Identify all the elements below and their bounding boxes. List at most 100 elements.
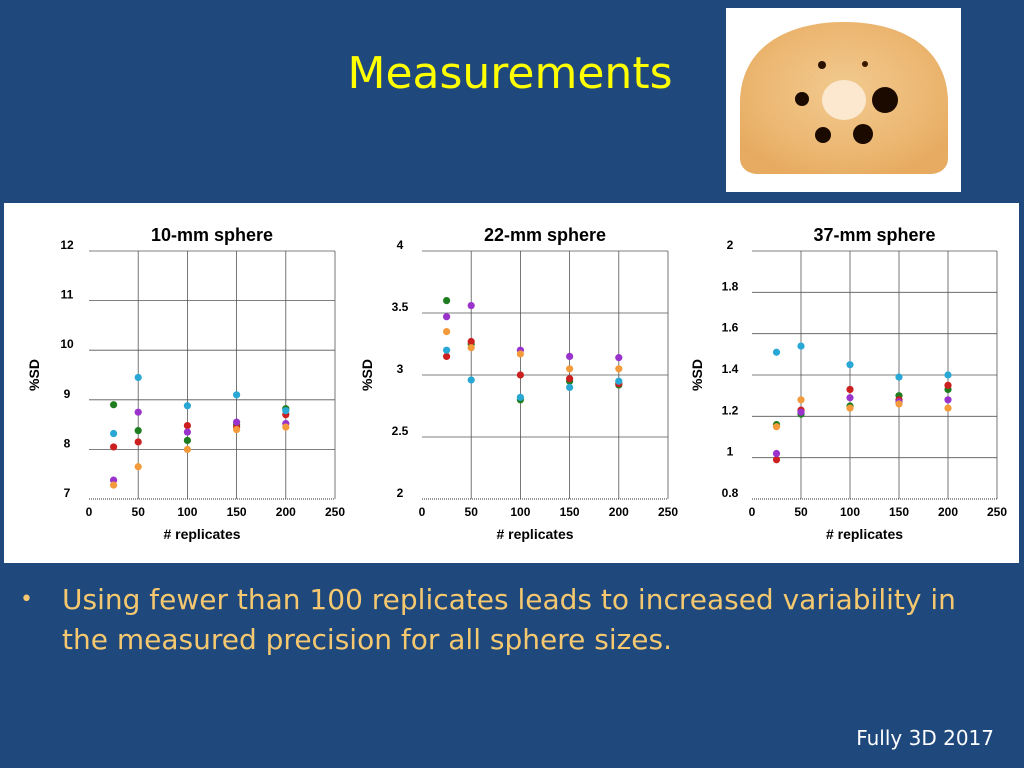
x-tick-label: 50 [794, 505, 808, 519]
slide-title: Measurements [347, 48, 673, 99]
data-point [134, 463, 142, 471]
y-tick-label: 4 [397, 238, 404, 252]
data-point [846, 385, 854, 394]
data-point [443, 346, 451, 354]
data-point [183, 445, 191, 453]
data-point [134, 438, 142, 446]
data-point [566, 365, 574, 373]
data-point [772, 423, 781, 431]
chart-3: 37-mm sphere 0.8 1 1.2 1.4 1.6 1.8 2 0 50 100 150 20… [689, 225, 1007, 542]
data-point [110, 476, 118, 484]
data-point [467, 337, 475, 346]
data-point [282, 423, 290, 431]
y-tick-label: 2.5 [392, 424, 409, 438]
data-point [895, 373, 903, 381]
x-axis-label: # replicates [826, 526, 903, 542]
data-point [846, 394, 854, 402]
y-tick-label: 1.4 [722, 362, 739, 376]
data-point [944, 371, 952, 379]
y-tick-label: 0.8 [722, 486, 739, 500]
data-point [566, 383, 574, 391]
data-point [615, 354, 623, 362]
data-point [110, 401, 118, 409]
x-tick-label: 150 [560, 505, 580, 519]
bullet-text: Using fewer than 100 replicates leads to… [62, 583, 956, 656]
phantom-cold-insert [822, 80, 866, 120]
x-tick-label: 100 [840, 505, 860, 519]
hot-sphere-10mm [862, 61, 868, 67]
data-point [183, 402, 191, 410]
y-tick-label: 3 [397, 362, 404, 376]
y-tick-label: 1.2 [722, 403, 739, 417]
data-point [183, 428, 191, 436]
chart-title: 37-mm sphere [813, 225, 935, 245]
y-tick-label: 11 [61, 288, 74, 302]
data-point [110, 443, 118, 451]
x-tick-label: 0 [419, 505, 426, 519]
chart-1: 10-mm sphere 7 8 9 10 11 12 0 50 100 150 200 250 # re… [26, 225, 345, 542]
y-tick-label: 12 [60, 238, 74, 252]
data-point [443, 352, 451, 360]
data-point [443, 313, 451, 321]
y-tick-label: 1 [727, 445, 734, 459]
hot-sphere-13mm [818, 61, 826, 69]
data-point [282, 407, 290, 415]
data-point [516, 350, 525, 358]
data-point [944, 381, 952, 389]
data-point [183, 436, 191, 445]
x-tick-label: 250 [325, 505, 345, 519]
data-point [797, 342, 805, 350]
pet-phantom-graphic [740, 22, 948, 174]
data-point [566, 375, 574, 383]
data-point [895, 400, 903, 408]
x-tick-label: 250 [658, 505, 678, 519]
y-tick-label: 8 [64, 436, 71, 450]
data-point [772, 348, 781, 356]
chart-title: 22-mm sphere [484, 225, 606, 245]
data-point [467, 376, 475, 384]
data-point [944, 404, 952, 412]
data-point [797, 408, 805, 416]
data-point [183, 421, 191, 430]
data-point [846, 361, 854, 369]
data-point [134, 373, 142, 382]
data-point [566, 352, 574, 360]
y-axis-label: %SD [359, 359, 375, 391]
data-point [134, 408, 142, 416]
chart-panel: 10-mm sphere 7 8 9 10 11 12 0 50 100 150 200 250 # re… [4, 203, 1019, 563]
x-tick-label: 0 [86, 505, 93, 519]
footer-text: Fully 3D 2017 [856, 726, 994, 750]
x-tick-label: 200 [938, 505, 958, 519]
x-tick-label: 200 [276, 505, 296, 519]
hot-sphere-28mm [853, 124, 873, 144]
pet-phantom-image [726, 8, 961, 192]
data-point [516, 371, 525, 379]
data-point [944, 396, 952, 404]
x-axis-label: # replicates [496, 526, 573, 542]
x-tick-label: 250 [987, 505, 1007, 519]
data-point [467, 344, 475, 352]
data-point [110, 481, 118, 489]
data-point [797, 396, 805, 404]
x-axis-label: # replicates [163, 526, 240, 542]
y-tick-label: 9 [64, 387, 71, 401]
data-point [233, 391, 241, 399]
x-tick-label: 150 [227, 505, 247, 519]
y-tick-label: 2 [727, 238, 734, 252]
data-point [516, 393, 525, 401]
y-tick-label: 1.8 [722, 279, 739, 293]
y-tick-label: 7 [64, 486, 71, 500]
x-tick-label: 50 [465, 505, 479, 519]
data-point [772, 449, 781, 458]
x-tick-label: 100 [177, 505, 197, 519]
data-point [233, 425, 241, 434]
chart-title: 10-mm sphere [151, 225, 273, 245]
data-point [110, 429, 118, 438]
hot-sphere-37mm [872, 87, 898, 113]
x-tick-label: 200 [609, 505, 629, 519]
x-tick-label: 0 [749, 505, 756, 519]
x-tick-label: 150 [889, 505, 909, 519]
data-point [467, 301, 475, 310]
y-tick-label: 3.5 [392, 300, 409, 314]
